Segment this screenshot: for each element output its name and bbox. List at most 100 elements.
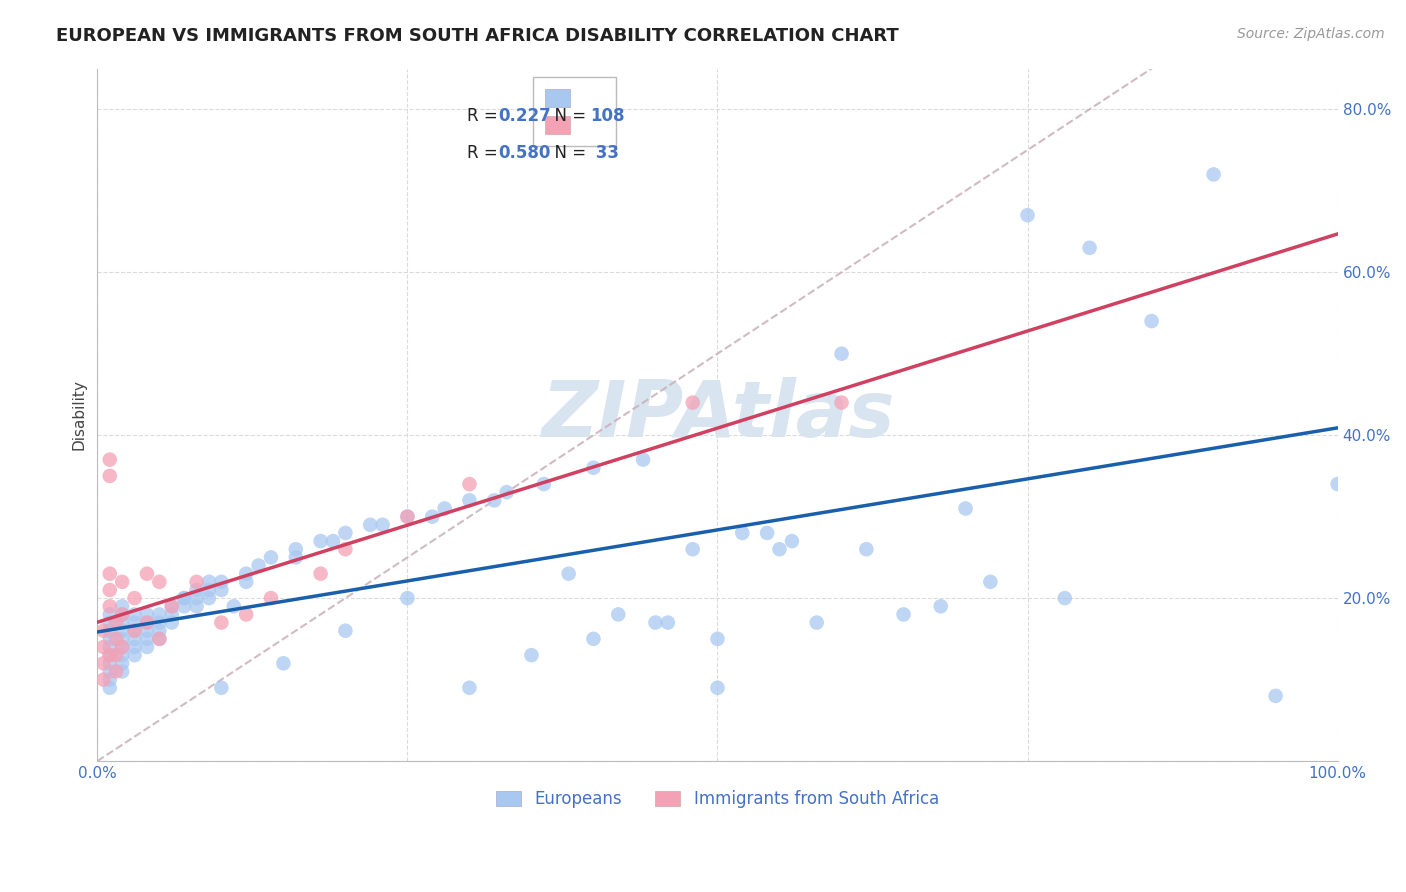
Point	[1326, 477, 1348, 491]
Point	[186, 582, 208, 597]
Point	[631, 452, 654, 467]
Legend: Europeans, Immigrants from South Africa: Europeans, Immigrants from South Africa	[489, 784, 946, 815]
Point	[93, 640, 115, 654]
Point	[371, 517, 394, 532]
Point	[148, 607, 170, 622]
Point	[98, 615, 121, 630]
Point	[198, 591, 221, 606]
Point	[148, 624, 170, 638]
Point	[607, 607, 630, 622]
Point	[235, 566, 257, 581]
Point	[104, 665, 127, 679]
Point	[458, 477, 481, 491]
Point	[209, 615, 232, 630]
Text: 0.227: 0.227	[498, 107, 551, 125]
Text: EUROPEAN VS IMMIGRANTS FROM SOUTH AFRICA DISABILITY CORRELATION CHART: EUROPEAN VS IMMIGRANTS FROM SOUTH AFRICA…	[56, 27, 898, 45]
Point	[657, 615, 679, 630]
Text: R =: R =	[467, 107, 503, 125]
Point	[98, 632, 121, 646]
Point	[1078, 241, 1101, 255]
Point	[111, 632, 134, 646]
Point	[198, 582, 221, 597]
Point	[111, 624, 134, 638]
Point	[831, 395, 853, 409]
Point	[682, 395, 704, 409]
Point	[1017, 208, 1039, 222]
Point	[98, 566, 121, 581]
Point	[148, 632, 170, 646]
Point	[98, 681, 121, 695]
Point	[111, 599, 134, 614]
Point	[98, 452, 121, 467]
Point	[111, 574, 134, 589]
Point	[148, 615, 170, 630]
Point	[173, 591, 195, 606]
Text: 33: 33	[589, 144, 619, 162]
Point	[98, 648, 121, 662]
Point	[136, 624, 159, 638]
Point	[533, 477, 555, 491]
Point	[111, 640, 134, 654]
Point	[284, 550, 307, 565]
Point	[148, 574, 170, 589]
Point	[420, 509, 443, 524]
Point	[780, 534, 803, 549]
Point	[260, 591, 283, 606]
Point	[433, 501, 456, 516]
Point	[520, 648, 543, 662]
Point	[93, 657, 115, 671]
Point	[160, 599, 183, 614]
Point	[111, 657, 134, 671]
Point	[98, 665, 121, 679]
Point	[458, 681, 481, 695]
Point	[396, 509, 419, 524]
Point	[644, 615, 666, 630]
Point	[247, 558, 270, 573]
Point	[111, 615, 134, 630]
Point	[124, 648, 146, 662]
Point	[93, 673, 115, 687]
Point	[335, 525, 357, 540]
Point	[706, 681, 728, 695]
Point	[160, 607, 183, 622]
Point	[124, 607, 146, 622]
Point	[111, 607, 134, 622]
Point	[235, 574, 257, 589]
Text: N =: N =	[544, 144, 592, 162]
Point	[235, 607, 257, 622]
Text: N =: N =	[544, 107, 592, 125]
Point	[98, 469, 121, 483]
Point	[98, 648, 121, 662]
Point	[98, 582, 121, 597]
Point	[104, 615, 127, 630]
Point	[1264, 689, 1286, 703]
Point	[706, 632, 728, 646]
Point	[98, 599, 121, 614]
Point	[186, 574, 208, 589]
Point	[124, 624, 146, 638]
Point	[124, 632, 146, 646]
Text: 0.580: 0.580	[498, 144, 550, 162]
Point	[309, 566, 332, 581]
Point	[98, 673, 121, 687]
Point	[160, 599, 183, 614]
Point	[309, 534, 332, 549]
Point	[173, 599, 195, 614]
Point	[1053, 591, 1076, 606]
Text: 108: 108	[589, 107, 624, 125]
Point	[104, 648, 127, 662]
Point	[396, 509, 419, 524]
Point	[806, 615, 828, 630]
Point	[136, 632, 159, 646]
Point	[136, 615, 159, 630]
Point	[273, 657, 295, 671]
Point	[124, 591, 146, 606]
Point	[111, 665, 134, 679]
Y-axis label: Disability: Disability	[72, 379, 86, 450]
Point	[136, 615, 159, 630]
Point	[186, 599, 208, 614]
Text: Source: ZipAtlas.com: Source: ZipAtlas.com	[1237, 27, 1385, 41]
Point	[260, 550, 283, 565]
Point	[98, 640, 121, 654]
Point	[1202, 168, 1225, 182]
